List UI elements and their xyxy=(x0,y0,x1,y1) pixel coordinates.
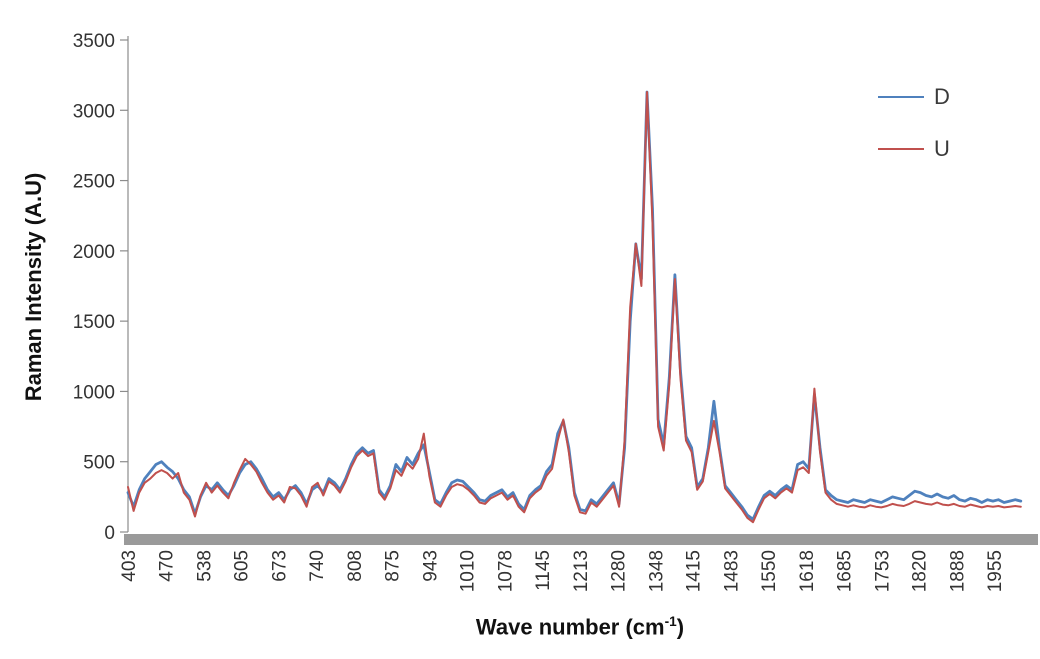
y-tick-label: 3000 xyxy=(73,101,115,122)
x-tick-label: 470 xyxy=(156,550,177,582)
legend: D U xyxy=(878,84,950,162)
x-tick-label: 1213 xyxy=(571,550,592,592)
x-tick-label: 1618 xyxy=(797,550,818,592)
x-tick-label: 1955 xyxy=(985,550,1006,592)
x-axis-title-close: ) xyxy=(676,614,685,640)
x-tick-label: 403 xyxy=(119,550,140,582)
x-tick-label: 1078 xyxy=(496,550,517,592)
x-tick-label: 673 xyxy=(270,550,291,582)
y-tick-label: 0 xyxy=(104,523,115,544)
y-tick-label: 2000 xyxy=(73,242,115,263)
x-tick-label: 875 xyxy=(382,550,403,582)
x-tick-label: 740 xyxy=(307,550,328,582)
y-tick-label: 2500 xyxy=(73,172,115,193)
x-tick-label: 1145 xyxy=(533,550,554,591)
legend-label-u: U xyxy=(934,136,950,161)
y-tick-label: 1000 xyxy=(73,382,115,403)
series-d-swatch xyxy=(878,95,924,99)
y-axis-title: Raman Intensity (A.U) xyxy=(21,172,46,402)
series-u-swatch xyxy=(878,148,924,150)
x-tick-label: 1550 xyxy=(759,550,780,592)
x-tick-label: 1685 xyxy=(834,550,855,592)
x-tick-label: 538 xyxy=(194,550,215,582)
x-axis-title-superscript: -1 xyxy=(664,614,677,629)
x-tick-label: 808 xyxy=(345,550,366,582)
x-tick-label: 1010 xyxy=(458,550,479,592)
y-tick-label: 500 xyxy=(83,453,115,474)
legend-item-d: D xyxy=(878,84,950,110)
x-axis-title-text: Wave number (cm xyxy=(475,614,665,640)
x-tick-label: 1280 xyxy=(608,550,629,592)
x-tick-label: 1483 xyxy=(722,550,743,592)
x-tick-label: 1415 xyxy=(684,550,705,592)
x-tick-label: 943 xyxy=(420,550,441,582)
x-tick-label: 1753 xyxy=(872,550,893,592)
x-tick-label: 1888 xyxy=(948,550,969,592)
x-axis-bar xyxy=(124,534,1038,545)
x-tick-label: 1348 xyxy=(646,550,667,592)
series-line-u xyxy=(127,91,1022,524)
x-axis-title: Wave number (cm-1) xyxy=(128,614,1032,640)
x-tick-label: 1820 xyxy=(910,550,931,592)
legend-item-u: U xyxy=(878,136,950,162)
y-tick-label: 1500 xyxy=(73,312,115,333)
y-tick-label: 3500 xyxy=(73,31,115,52)
legend-label-d: D xyxy=(934,84,950,109)
x-tick-label: 605 xyxy=(232,550,253,582)
